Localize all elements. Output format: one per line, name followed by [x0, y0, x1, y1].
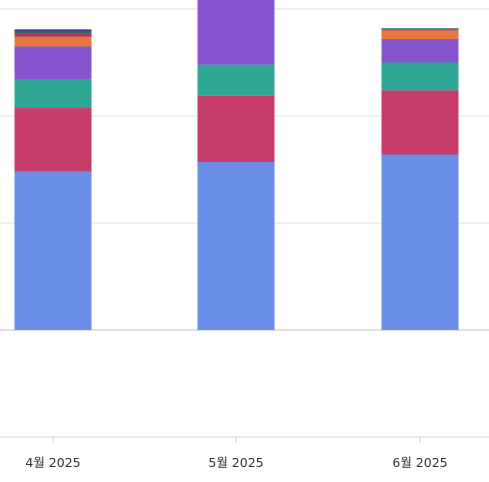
- bar-segment: [197, 95, 275, 163]
- x-tick-label: 4월 2025: [25, 455, 80, 470]
- bar-segment: [381, 29, 459, 31]
- x-tick-label: 6월 2025: [392, 455, 447, 470]
- x-axis: 4월 2025 5월 2025 6월 2025: [0, 436, 489, 470]
- bar-segment: [381, 154, 459, 330]
- bar-segment: [14, 79, 92, 108]
- bar-segment: [381, 38, 459, 63]
- bar-segment: [197, 162, 275, 330]
- bar-segment: [197, 0, 275, 65]
- x-tick-label: 5월 2025: [208, 455, 263, 470]
- bar-segment: [14, 33, 92, 37]
- bar-segment: [381, 30, 459, 39]
- bar-segment: [14, 31, 92, 34]
- bar-segment: [197, 64, 275, 96]
- bar-segment: [381, 90, 459, 155]
- bar-segment: [14, 171, 92, 330]
- bar-segment: [14, 36, 92, 47]
- bar-segment: [14, 29, 92, 32]
- bar-segment: [14, 46, 92, 80]
- bar-segment: [14, 107, 92, 172]
- bar-segment: [381, 62, 459, 91]
- bar-segment: [381, 28, 459, 30]
- bars: [14, 0, 459, 330]
